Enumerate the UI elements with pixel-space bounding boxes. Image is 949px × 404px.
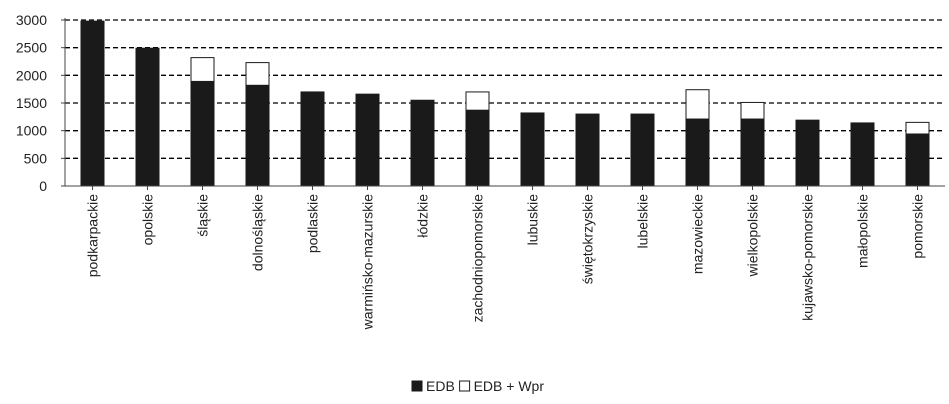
category-label: mazowieckie [690,194,706,274]
bar-edb [300,91,325,187]
bar-edb [80,20,105,187]
bar-edb [465,109,490,187]
bar-edb-wpr [465,91,490,111]
bar-edb-wpr [685,89,710,120]
bar-edb [355,93,380,187]
bar-edb-wpr [905,121,930,135]
category-label: lubuskie [525,194,541,246]
category-labels: podkarpackie opolskie śląskie dolnośląskie p… [85,194,926,331]
category-label: świętokrzyskie [580,194,596,284]
category-label: podkarpackie [85,194,101,277]
bar-edb [905,133,930,187]
category-label: dolnośląskie [250,194,266,271]
bar-edb [135,47,160,187]
category-label: pomorskie [910,194,926,259]
bar-edb [850,122,875,187]
y-tick-label: 1500 [16,95,47,111]
category-label: kujawsko-pomorskie [800,194,816,321]
category-label: wielkopolskie [745,194,761,278]
category-label: warmińsko-mazurskie [360,194,376,331]
category-label: łódzkie [415,194,431,238]
category-label: zachodniopomorskie [470,194,486,323]
category-label: podlaskie [305,194,321,253]
legend-label: EDB + Wpr [474,378,545,394]
bar-edb [740,118,765,187]
category-label: opolskie [140,194,156,246]
legend-label: EDB [426,378,455,394]
bar-edb-wpr [245,62,270,86]
axes [61,18,945,190]
bar-edb [795,119,820,187]
legend-swatch [411,380,423,392]
bar-edb [630,113,655,187]
y-tick-labels: 0 500 1000 1500 2000 2500 3000 [16,12,47,194]
y-tick-label: 1000 [16,123,47,139]
bar-edb-wpr [740,101,765,120]
bar-edb-wpr [190,57,215,82]
y-tick-label: 2500 [16,40,47,56]
legend-swatch [459,380,471,392]
bar-edb [575,113,600,187]
bar-edb [245,84,270,187]
bar-edb [410,99,435,187]
y-tick-label: 2000 [16,67,47,83]
bar-edb [520,112,545,187]
y-tick-label: 3000 [16,12,47,28]
category-label: lubelskie [635,194,651,249]
category-label: małopolskie [855,194,871,268]
y-tick-label: 500 [24,150,48,166]
bar-edb [685,118,710,187]
bar-edb [190,80,215,187]
bars [80,20,930,187]
legend: EDB EDB + Wpr [411,378,545,394]
y-tick-label: 0 [39,178,47,194]
category-label: śląskie [195,194,211,237]
